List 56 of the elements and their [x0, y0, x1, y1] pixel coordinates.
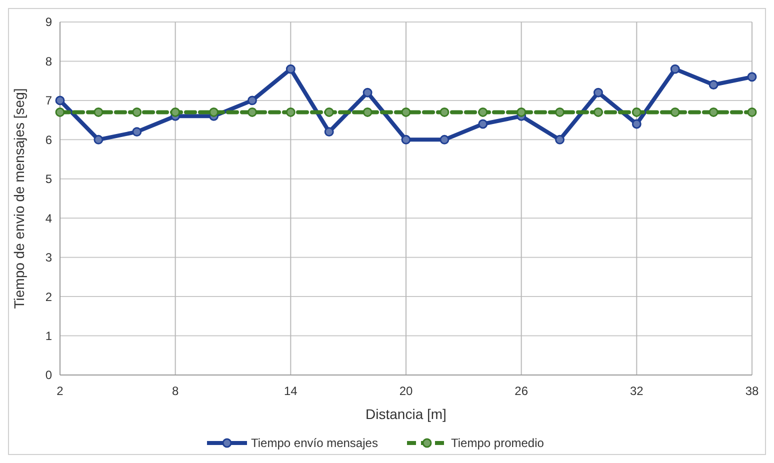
- point: [401, 134, 411, 144]
- point: [708, 107, 718, 117]
- x-tick-label: 26: [514, 384, 528, 398]
- point: [747, 72, 757, 82]
- point: [247, 107, 257, 117]
- point: [632, 107, 642, 117]
- x-tick-label: 38: [745, 384, 759, 398]
- point: [209, 107, 219, 117]
- legend-label: Tiempo promedio: [451, 436, 544, 450]
- point: [555, 134, 565, 144]
- point: [132, 127, 142, 137]
- point: [440, 107, 450, 117]
- point: [170, 107, 180, 117]
- y-tick-label: 4: [45, 211, 52, 226]
- point: [401, 107, 411, 117]
- point: [555, 107, 565, 117]
- point: [286, 64, 296, 74]
- y-tick-label: 2: [45, 290, 52, 304]
- point: [55, 107, 65, 117]
- point: [94, 107, 104, 117]
- y-tick-label: 1: [45, 328, 52, 343]
- y-tick-label: 6: [45, 132, 52, 147]
- x-tick-label: 20: [399, 384, 413, 398]
- point: [324, 127, 334, 137]
- point: [670, 107, 680, 117]
- point: [632, 119, 642, 129]
- point: [478, 119, 488, 129]
- point: [478, 107, 488, 117]
- y-axis-title: Tiempo de envio de mensajes [seg]: [11, 88, 27, 309]
- y-tick-label: 5: [45, 172, 52, 186]
- point: [324, 107, 334, 117]
- legend-label: Tiempo envío mensajes: [251, 436, 378, 450]
- point: [440, 134, 450, 144]
- y-tick-label: 8: [45, 54, 52, 68]
- point: [132, 107, 142, 117]
- point: [593, 88, 603, 98]
- point: [55, 96, 65, 106]
- x-tick-label: 14: [284, 384, 298, 398]
- y-tick-label: 7: [45, 94, 52, 108]
- x-tick-label: 2: [56, 384, 64, 398]
- point: [670, 64, 680, 74]
- point: [593, 107, 603, 117]
- x-tick-label: 8: [172, 384, 179, 398]
- y-tick-label: 0: [45, 368, 52, 382]
- point: [362, 107, 372, 117]
- point: [247, 96, 257, 106]
- x-tick-label: 32: [630, 384, 644, 398]
- point: [94, 134, 104, 144]
- y-tick-label: 3: [45, 250, 52, 265]
- y-tick-label: 9: [45, 15, 52, 30]
- point: [362, 88, 372, 98]
- point: [286, 107, 296, 117]
- x-axis-title: Distancia [m]: [366, 406, 446, 422]
- point: [708, 80, 718, 90]
- point: [747, 107, 757, 117]
- point: [516, 107, 526, 117]
